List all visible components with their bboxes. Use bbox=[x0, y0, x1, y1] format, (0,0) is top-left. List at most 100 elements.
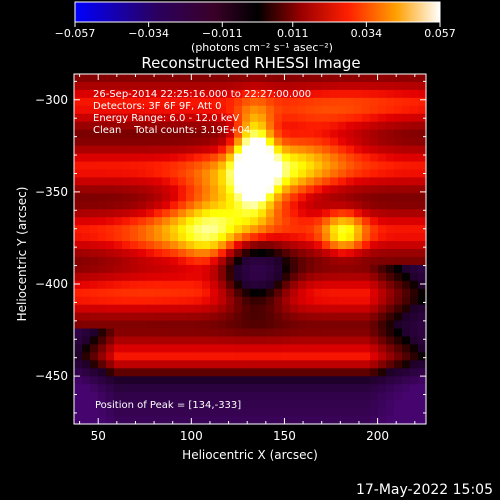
heatmap-cell bbox=[82, 288, 91, 298]
heatmap-cell bbox=[418, 193, 427, 202]
heatmap-cell bbox=[210, 296, 219, 306]
heatmap-cell bbox=[130, 320, 139, 330]
heatmap-cell bbox=[162, 296, 171, 306]
heatmap-cell bbox=[202, 185, 211, 194]
heatmap-cell bbox=[250, 296, 259, 306]
heatmap-cell bbox=[298, 153, 307, 163]
heatmap-cell bbox=[378, 328, 387, 338]
heatmap-cell bbox=[370, 81, 379, 91]
heatmap-cell bbox=[106, 81, 115, 91]
heatmap-cell bbox=[90, 137, 99, 147]
heatmap-cell bbox=[186, 185, 195, 194]
heatmap-cell bbox=[162, 416, 171, 425]
heatmap-cell bbox=[226, 74, 235, 83]
heatmap-cell bbox=[290, 272, 299, 282]
heatmap-cell bbox=[322, 201, 331, 210]
heatmap-cell bbox=[122, 89, 131, 99]
heatmap-cell bbox=[226, 328, 235, 338]
heatmap-cell bbox=[362, 81, 371, 91]
heatmap-cell bbox=[234, 304, 243, 314]
heatmap-cell bbox=[266, 360, 275, 369]
heatmap-cell bbox=[74, 416, 83, 425]
heatmap-cell bbox=[418, 153, 427, 163]
heatmap-cell bbox=[370, 225, 379, 234]
heatmap-cell bbox=[322, 256, 331, 266]
heatmap-cell bbox=[314, 89, 323, 99]
heatmap-cell bbox=[258, 81, 267, 91]
heatmap-cell bbox=[314, 193, 323, 202]
heatmap-cell bbox=[186, 217, 195, 226]
heatmap-cell bbox=[346, 416, 355, 425]
heatmap-cell bbox=[282, 256, 291, 266]
heatmap-cell bbox=[186, 392, 195, 401]
heatmap-cell bbox=[162, 209, 171, 218]
heatmap-cell bbox=[74, 320, 83, 330]
heatmap-cell bbox=[306, 360, 315, 369]
heatmap-cell bbox=[90, 360, 99, 369]
heatmap-cell bbox=[90, 312, 99, 322]
heatmap-cell bbox=[186, 360, 195, 369]
heatmap-cell bbox=[98, 360, 107, 369]
heatmap-cell bbox=[418, 400, 427, 409]
heatmap-cell bbox=[394, 368, 403, 377]
heatmap-cell bbox=[306, 416, 315, 425]
heatmap-cell bbox=[170, 97, 179, 107]
heatmap-cell bbox=[338, 145, 347, 155]
heatmap-cell bbox=[146, 304, 155, 314]
heatmap-cell bbox=[258, 360, 267, 369]
heatmap-cell bbox=[402, 408, 411, 417]
heatmap-cell bbox=[186, 121, 195, 131]
heatmap-cell bbox=[146, 129, 155, 139]
heatmap-cell bbox=[98, 177, 107, 186]
heatmap-cell bbox=[154, 161, 163, 171]
heatmap-cell bbox=[146, 344, 155, 354]
heatmap-cell bbox=[322, 225, 331, 234]
heatmap-cell bbox=[178, 408, 187, 417]
heatmap-cell bbox=[322, 217, 331, 226]
axis-ticks: 50 100 150 200−300−350−400−450 bbox=[35, 74, 426, 443]
heatmap-cell bbox=[330, 328, 339, 338]
heatmap-cell bbox=[258, 97, 267, 107]
heatmap-cell bbox=[154, 217, 163, 226]
heatmap-cell bbox=[186, 145, 195, 155]
heatmap-cell bbox=[170, 368, 179, 377]
heatmap-cell bbox=[306, 225, 315, 234]
colorbar-tick-label: −0.057 bbox=[55, 27, 96, 40]
heatmap-cell bbox=[346, 360, 355, 369]
heatmap-cell bbox=[274, 320, 283, 330]
heatmap-cell bbox=[258, 121, 267, 131]
heatmap-cell bbox=[162, 201, 171, 210]
heatmap-cell bbox=[106, 368, 115, 377]
heatmap-cell bbox=[82, 296, 91, 306]
heatmap-cell bbox=[370, 153, 379, 163]
colorbar-tick-label: 0.057 bbox=[424, 27, 456, 40]
heatmap-cell bbox=[274, 161, 283, 171]
heatmap-cell bbox=[330, 336, 339, 346]
heatmap-cell bbox=[194, 217, 203, 226]
heatmap-cell bbox=[370, 272, 379, 282]
heatmap-cell bbox=[130, 296, 139, 306]
heatmap-cell bbox=[146, 360, 155, 369]
heatmap-cell bbox=[82, 344, 91, 354]
heatmap-cell bbox=[330, 280, 339, 290]
heatmap-cell bbox=[298, 360, 307, 369]
heatmap-cell bbox=[90, 145, 99, 155]
heatmap-cell bbox=[322, 169, 331, 179]
heatmap-cell bbox=[146, 384, 155, 393]
heatmap-cell bbox=[242, 241, 251, 250]
heatmap-cell bbox=[138, 74, 147, 83]
heatmap-cell bbox=[338, 296, 347, 306]
heatmap-cell bbox=[386, 193, 395, 202]
heatmap-cell bbox=[154, 320, 163, 330]
heatmap-cell bbox=[394, 241, 403, 250]
heatmap-cell bbox=[394, 105, 403, 115]
heatmap-cell bbox=[322, 249, 331, 258]
heatmap-cell bbox=[290, 89, 299, 99]
heatmap-cell bbox=[282, 312, 291, 322]
heatmap-cell bbox=[202, 89, 211, 99]
heatmap-cell bbox=[106, 169, 115, 179]
heatmap-cell bbox=[218, 352, 227, 361]
heatmap-cell bbox=[210, 249, 219, 258]
heatmap-cell bbox=[106, 185, 115, 194]
heatmap-cell bbox=[330, 272, 339, 282]
